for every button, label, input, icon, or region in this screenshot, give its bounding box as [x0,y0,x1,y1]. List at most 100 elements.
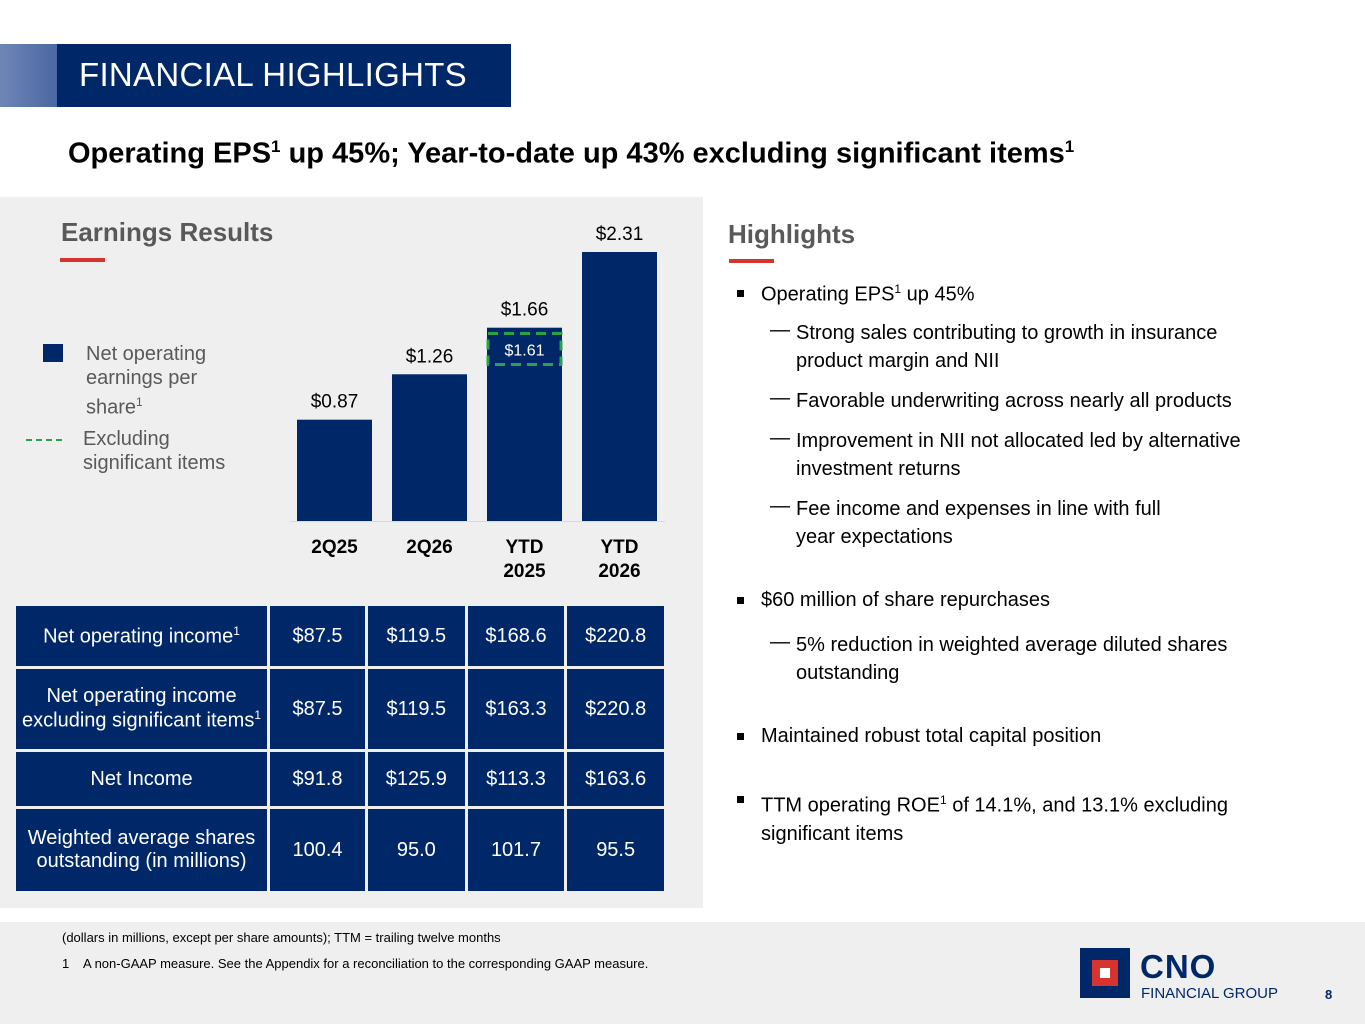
dash-marker: — [770,387,790,409]
table-cell: $220.8 [567,669,664,749]
earnings-title: Earnings Results [61,217,274,247]
chart-category-label-4: 2026 [598,561,640,582]
logo-mark-center [1100,968,1110,978]
legend-line: earnings per [86,367,198,389]
headline-footnote-ref-2: 1 [1064,137,1075,156]
highlight-bullet-roe: TTM operating ROE1 of 14.1%, and 13.1% e… [761,786,1228,848]
bullet-text: TTM operating ROE [761,794,940,817]
bullet-square [737,597,744,604]
chart-bar-4 [582,252,657,521]
footnote-units: (dollars in millions, except per share a… [62,930,501,945]
table-label-line: Weighted average shares [27,827,256,849]
table-row: Net Income $91.8 $125.9 $113.3 $163.6 [16,752,664,806]
table-label-line: excluding significant items1 [22,708,262,732]
logo-wordmark: CNO [1140,948,1217,985]
legend-swatch-bar [43,344,63,362]
headline-text-1: Operating EPS [68,137,272,170]
table-label-line: Net operating income [46,685,237,708]
dash-marker: — [770,427,790,449]
table-cell: 101.7 [467,809,565,891]
legend-line: significant items [83,452,226,474]
title-accent-block [0,44,57,107]
dash-marker: — [770,631,790,653]
table-cell: 95.5 [567,809,664,891]
table-cell: $163.6 [567,752,664,806]
highlights-title-rule [729,259,774,263]
sub-line: year expectations [796,526,953,548]
table-cell: $119.5 [367,669,465,749]
title-bar [57,44,511,107]
headline: Operating EPS1 up 45%; Year-to-date up 4… [68,137,1074,171]
bullet-square [737,733,744,740]
sub-line: Fee income and expenses in line with ful… [796,498,1161,520]
table-cell: $163.3 [467,669,565,749]
financial-table: Net operating income1 $87.5 $119.5 $168.6 $2… [13,603,667,894]
sub-line: Strong sales contributing to growth in i… [796,322,1218,344]
table-cell: $168.6 [467,606,565,666]
chart-category-label-3: 2025 [503,561,546,582]
table-row: Net operating income excluding significan… [16,669,664,749]
bullet-text: of 14.1%, and 13.1% excluding [946,794,1228,817]
table-cell: $87.5 [270,606,365,666]
bullet-text: up 45% [901,283,975,306]
highlight-sub-nii: Improvement in NII not allocated led by … [796,427,1241,483]
sub-line: outstanding [796,662,900,684]
sub-line: product margin and NII [796,350,1000,372]
table-row-label: Weighted average shares outstanding (in m… [16,809,268,891]
legend-footnote-ref: 1 [136,395,143,409]
bullet-square [737,796,744,803]
bullet-square [737,290,744,297]
chart-data-label-4: $2.31 [596,224,644,245]
table-footnote-ref: 1 [233,623,240,638]
headline-footnote-ref-1: 1 [271,137,281,156]
highlight-bullet-repurchases: $60 million of share repurchases [761,589,1051,611]
chart-bar-1 [297,419,372,521]
table-cell: $125.9 [367,752,465,806]
bullet-text: significant items [761,822,904,845]
page-number: 8 [1325,987,1333,1002]
sub-line: Favorable underwriting across nearly all… [796,390,1232,412]
table-cell: 100.4 [270,809,365,891]
chart-category-label-1: 2Q25 [311,537,358,558]
chart-bar-3 [487,327,562,521]
dash-marker: — [770,495,790,517]
table-row-label: Net operating income1 [16,606,268,666]
table-cell: $91.8 [270,752,365,806]
table-label-line: Net operating income1 [43,623,240,648]
chart-excl-significant-label-3: $1.61 [504,343,544,360]
legend-line: share [86,396,137,419]
headline-text-2: up 45%; Year-to-date up 43% excluding si… [280,137,1065,170]
chart-excl-significant-box-3 [486,332,563,367]
chart-category-label-3: YTD [506,537,544,558]
highlight-bullet-capital: Maintained robust total capital position [761,725,1102,747]
legend-item-net-operating-eps: Net operating earnings per share1 [86,342,206,420]
highlight-sub-fee-income: Fee income and expenses in line with ful… [796,495,1161,551]
highlight-sub-shares: 5% reduction in weighted average diluted… [796,631,1227,687]
footer [0,922,1365,1024]
legend-item-excluding-significant: Excluding significant items [83,427,225,475]
highlight-bullet-eps: Operating EPS1 up 45% [761,282,975,307]
chart-data-label-2: $1.26 [406,346,454,367]
sub-line: 5% reduction in weighted average diluted… [796,634,1228,656]
table-cell: $87.5 [270,669,365,749]
chart-category-label-4: YTD [601,537,639,558]
table-label-line: outstanding (in millions) [36,850,247,872]
financial-table-body: Net operating income1 $87.5 $119.5 $168.6 $2… [16,606,664,891]
chart-bar-2 [392,374,467,521]
table-label-line: Net Income [90,767,193,790]
footnote-1-number: 1 [62,956,70,971]
table-cell: 95.0 [367,809,465,891]
earnings-bar-chart: $0.87 2Q25 $1.26 2Q26 $1.66 YTD 2025 $2.31 YTD 20… [290,224,665,582]
table-footnote-ref: 1 [254,708,262,723]
legend-line: Excluding [83,428,170,450]
chart-data-label-3: $1.66 [501,300,549,321]
table-cell: $113.3 [467,752,565,806]
table-cell: $119.5 [367,606,465,666]
bullet-footnote-ref: 1 [894,282,902,296]
sub-line: investment returns [796,458,961,480]
bullet-text: Operating EPS [761,283,895,306]
sub-line: Improvement in NII not allocated led by … [796,430,1241,452]
earnings-title-rule [60,258,105,262]
chart-category-label-2: 2Q26 [406,537,452,558]
table-row: Weighted average shares outstanding (in m… [16,809,664,891]
